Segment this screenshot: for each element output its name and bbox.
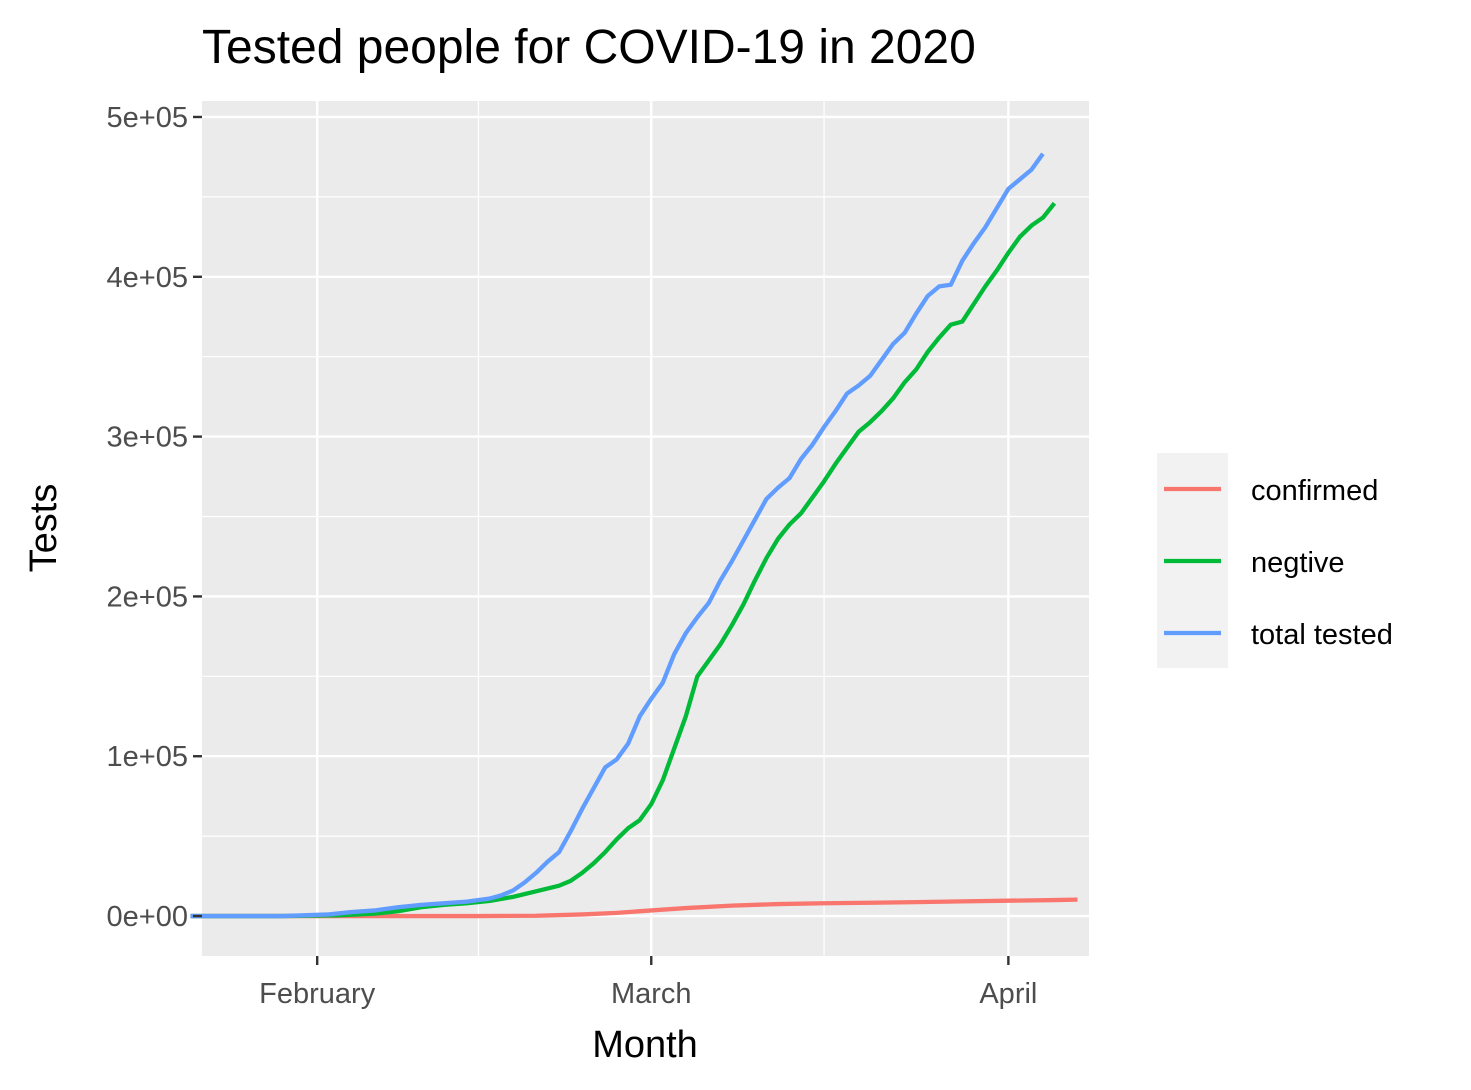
legend-label-confirmed: confirmed: [1251, 475, 1378, 507]
y-axis: 0e+00 1e+05 2e+05 3e+05 4e+05 5e+05: [107, 102, 202, 933]
series-layer: [190, 152, 1078, 919]
y-axis-title: Tests: [23, 484, 65, 573]
y-tick-label: 2e+05: [107, 581, 188, 613]
legend: confirmed negtive total tested: [1157, 453, 1393, 668]
grid-major: [202, 101, 1089, 956]
legend-label-negtive: negtive: [1251, 547, 1345, 579]
grid-minor: [202, 101, 1089, 956]
y-tick-label: 1e+05: [107, 741, 188, 773]
plot-panel: [202, 101, 1089, 956]
y-tick-label: 3e+05: [107, 422, 188, 454]
x-tick-label: March: [611, 978, 692, 1010]
x-tick-label: April: [979, 978, 1037, 1010]
x-tick-label: February: [259, 978, 376, 1010]
series-line-negtive: [190, 201, 1057, 919]
legend-label-total-tested: total tested: [1251, 619, 1393, 651]
series-line-confirmed: [190, 897, 1078, 919]
y-tick-label: 4e+05: [107, 262, 188, 294]
x-axis: February March April: [259, 956, 1037, 1010]
y-tick-label: 5e+05: [107, 102, 188, 134]
chart-title: Tested people for COVID-19 in 2020: [202, 21, 976, 74]
y-tick-label: 0e+00: [107, 901, 188, 933]
x-axis-title: Month: [592, 1024, 698, 1066]
series-line-total-tested: [190, 152, 1045, 919]
